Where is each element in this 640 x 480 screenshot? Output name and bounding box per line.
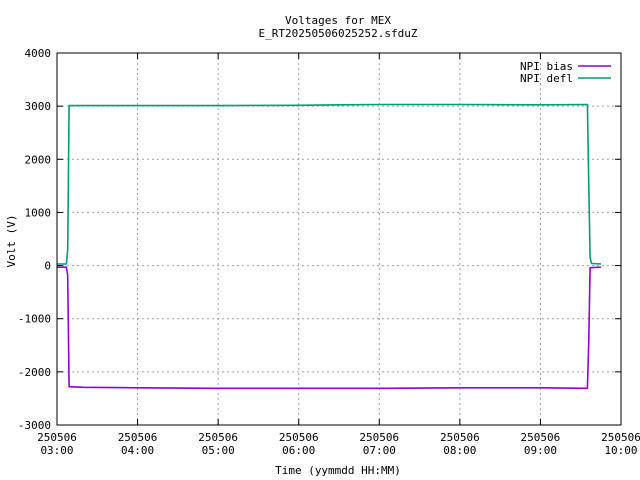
y-tick-label: 1000 (25, 206, 52, 219)
y-axis-label: Volt (V) (5, 215, 18, 268)
x-tick-time: 09:00 (524, 444, 557, 457)
y-tick-label: 4000 (25, 47, 52, 60)
x-tick-time: 03:00 (40, 444, 73, 457)
x-tick-time: 05:00 (202, 444, 235, 457)
series-line-npi-bias (57, 266, 601, 390)
x-tick-date: 250506 (198, 431, 238, 444)
legend-label: NPI bias (520, 60, 573, 73)
x-tick-time: 07:00 (363, 444, 396, 457)
x-tick-time: 08:00 (443, 444, 476, 457)
x-tick-date: 250506 (440, 431, 480, 444)
series-layer (57, 103, 601, 390)
y-tick-label: 3000 (25, 100, 52, 113)
axis-ticks: 40003000200010000-1000-2000-300025050603… (18, 47, 640, 457)
series-line-npi-defl (57, 103, 601, 265)
x-tick-time: 10:00 (604, 444, 637, 457)
x-tick-date: 250506 (118, 431, 158, 444)
chart-title: Voltages for MEX (285, 14, 391, 27)
x-tick-date: 250506 (279, 431, 319, 444)
legend-label: NPI defl (520, 72, 573, 85)
y-tick-label: 0 (44, 260, 51, 273)
x-tick-date: 250506 (359, 431, 399, 444)
y-tick-label: -3000 (18, 419, 51, 432)
x-tick-date: 250506 (601, 431, 640, 444)
y-tick-label: -2000 (18, 366, 51, 379)
y-tick-label: 2000 (25, 153, 52, 166)
x-axis-label: Time (yymmdd HH:MM) (275, 464, 401, 477)
x-tick-date: 250506 (37, 431, 77, 444)
x-tick-time: 06:00 (282, 444, 315, 457)
grid (57, 53, 621, 425)
x-tick-date: 250506 (521, 431, 561, 444)
x-tick-time: 04:00 (121, 444, 154, 457)
y-tick-label: -1000 (18, 313, 51, 326)
chart-subtitle: E_RT20250506025252.sfduZ (259, 27, 418, 40)
plot-frame (56, 52, 622, 426)
